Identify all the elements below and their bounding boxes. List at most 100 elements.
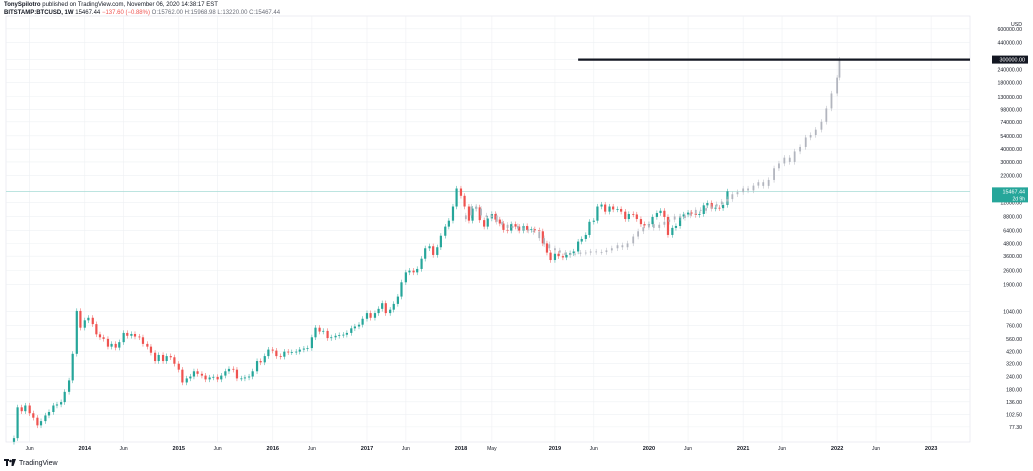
candle <box>196 371 199 374</box>
candle <box>494 213 497 220</box>
candle <box>596 206 599 221</box>
x-axis-tick-label: Jun <box>402 446 410 452</box>
candle <box>470 206 473 216</box>
ohlc-values: O:15762.00 H:15968.98 L:13220.00 C:15467… <box>151 10 281 16</box>
candle <box>318 327 321 332</box>
candle <box>624 211 627 220</box>
candle <box>369 313 372 318</box>
candle <box>444 226 447 236</box>
candle <box>627 213 630 220</box>
y-axis-tick-label: 3600.00 <box>1003 254 1022 260</box>
candle <box>545 243 549 253</box>
author-name[interactable]: TonySpilotro <box>4 2 41 8</box>
candle <box>16 407 19 439</box>
candle <box>432 246 435 255</box>
chart-header: TonySpilotro published on TradingView.co… <box>4 1 904 17</box>
candle <box>475 206 478 209</box>
candle <box>526 225 529 230</box>
candle <box>608 206 611 212</box>
y-axis-tick-label: 22000.00 <box>1000 174 1022 180</box>
candle <box>616 245 619 249</box>
candle <box>518 226 521 231</box>
y-axis-tick-label: 6400.00 <box>1003 229 1022 235</box>
candle <box>227 368 231 372</box>
x-axis-tick-label: 2015 <box>173 446 185 452</box>
candle <box>689 213 692 216</box>
candle <box>610 248 613 251</box>
candle <box>747 188 749 191</box>
candle <box>52 405 55 413</box>
x-axis-tick-label: 2014 <box>79 446 92 452</box>
candle <box>114 343 117 348</box>
candle <box>83 320 86 328</box>
candle <box>133 333 137 337</box>
candle <box>463 195 466 207</box>
candle <box>721 204 725 209</box>
candle <box>263 356 266 363</box>
candle <box>467 206 471 221</box>
candle <box>490 215 493 217</box>
candle <box>510 224 513 231</box>
candle <box>584 234 587 239</box>
candle <box>98 334 102 338</box>
candle <box>686 212 690 215</box>
candle <box>259 361 262 363</box>
candle <box>302 348 306 350</box>
candle <box>533 229 536 231</box>
y-axis-tick-label: 1040.00 <box>1003 309 1022 315</box>
y-axis-tick-label: 560.00 <box>1006 337 1022 343</box>
x-axis-tick-label: 2019 <box>549 446 561 452</box>
candle <box>501 221 504 225</box>
candle <box>663 221 666 225</box>
y-axis-tick-label: 600000.00 <box>997 27 1022 33</box>
y-axis-tick-label: 30000.00 <box>1000 160 1022 166</box>
candle <box>322 330 325 332</box>
footer: TradingView <box>4 459 58 467</box>
candle <box>141 337 145 344</box>
x-axis-tick-label: 2021 <box>737 446 749 452</box>
candle <box>204 375 207 380</box>
candle <box>736 192 739 195</box>
candle <box>558 250 561 253</box>
x-axis-tick-label: 2018 <box>455 446 467 452</box>
candle <box>804 137 807 147</box>
candle <box>673 216 676 220</box>
bar-countdown-label: 2d 9h <box>1012 196 1025 202</box>
candle <box>243 377 247 379</box>
candle <box>361 318 364 325</box>
candle <box>506 224 509 228</box>
candle <box>554 248 556 251</box>
candle <box>592 220 595 222</box>
candle <box>177 363 180 370</box>
candle <box>532 230 535 233</box>
candle <box>384 303 387 314</box>
candle <box>298 349 301 352</box>
candle <box>424 248 427 259</box>
candle <box>742 188 745 193</box>
candle <box>637 231 640 237</box>
candle <box>87 317 90 321</box>
brand-name[interactable]: TradingView <box>19 459 58 467</box>
symbol-name[interactable]: BITSTAMP:BTCUSD, 1W <box>4 10 74 16</box>
candle <box>757 182 760 186</box>
candle <box>720 201 723 205</box>
candle <box>55 404 59 406</box>
candle <box>36 417 39 426</box>
x-axis-tick-label: Jun <box>120 446 128 452</box>
candle <box>626 243 629 248</box>
candle <box>495 215 498 222</box>
candle <box>412 270 415 273</box>
candle <box>377 308 380 314</box>
candle <box>436 247 439 255</box>
candle <box>671 227 674 235</box>
candle <box>639 219 643 225</box>
candle <box>267 349 270 357</box>
candle <box>181 369 184 383</box>
candle <box>357 324 361 327</box>
target-price-badge <box>992 55 1028 64</box>
candle <box>20 407 23 412</box>
candle <box>698 213 701 215</box>
candle <box>642 227 645 232</box>
y-axis-tick-label: 1900.00 <box>1003 283 1022 289</box>
